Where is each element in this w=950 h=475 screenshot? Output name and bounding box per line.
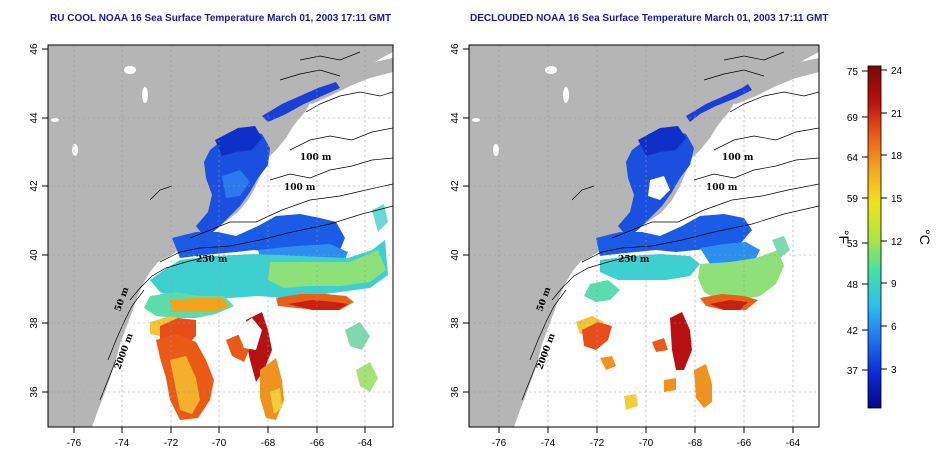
colorbar-f-tick: 69	[847, 113, 859, 124]
left-bathymetry-contours	[99, 51, 393, 401]
colorbar-f-tick: 37	[847, 366, 859, 377]
right-lake	[545, 66, 557, 74]
colorbar-f-tick: 53	[847, 239, 859, 250]
left-map-title: RU COOL NOAA 16 Sea Surface Temperature …	[50, 13, 392, 24]
celsius-axis-label: °C	[917, 229, 933, 245]
right-lat-tick: 46	[450, 43, 461, 55]
right-grid	[469, 45, 819, 427]
left-contour-label-250m: 250 m	[196, 255, 228, 265]
right-lat-tick: 36	[450, 386, 461, 398]
left-lake	[51, 118, 59, 122]
left-lon-tick: -66	[310, 438, 325, 449]
colorbar-c-tick: 6	[891, 322, 897, 333]
right-lat-tick: 42	[450, 180, 461, 192]
right-sst-map: 100 m 100 m 250 m 50 m 2000 m	[450, 43, 820, 449]
left-lon-tick: -72	[164, 438, 179, 449]
left-lon-tick: -70	[212, 438, 227, 449]
colorbar-gradient	[867, 65, 882, 409]
colorbar-f-tick: 75	[847, 67, 859, 78]
left-lat-tick: 36	[29, 386, 40, 398]
left-lake	[124, 66, 136, 74]
right-lon-tick: -68	[688, 438, 703, 449]
right-contour-label-250m: 250 m	[618, 255, 650, 265]
right-lat-tick: 44	[450, 112, 461, 124]
right-lake	[493, 144, 499, 156]
right-lon-tick: -64	[786, 438, 801, 449]
right-nova-scotia	[724, 58, 819, 104]
right-lon-tick: -72	[590, 438, 605, 449]
colorbar-c-tick: 3	[891, 365, 897, 376]
left-lon-tick: -76	[67, 438, 82, 449]
colorbar-c-tick: 15	[891, 194, 903, 205]
right-lon-tick: -66	[737, 438, 752, 449]
fahrenheit-axis-label: °F	[836, 230, 852, 244]
left-grid	[48, 44, 393, 427]
colorbar-f-tick: 59	[847, 194, 859, 205]
left-lon-tick: -68	[261, 438, 276, 449]
colorbar-c-tick: 9	[891, 279, 897, 290]
colorbar-f-tick: 64	[847, 153, 859, 164]
left-lat-tick: 44	[29, 112, 40, 124]
left-map-frame	[47, 44, 394, 428]
left-axis-ticks	[42, 48, 366, 433]
colorbar-c-tick: 12	[891, 237, 903, 248]
right-map-title: DECLOUDED NOAA 16 Sea Surface Temperatur…	[470, 13, 829, 24]
right-axis-ticks	[463, 48, 794, 433]
left-lat-tick: 38	[29, 317, 40, 329]
colorbar-f-tick: 48	[847, 280, 859, 291]
left-lake	[142, 87, 148, 103]
left-contour-label-100m-b: 100 m	[284, 183, 316, 193]
colorbar-f-tick: 42	[847, 326, 859, 337]
right-lon-tick: -74	[541, 438, 556, 449]
left-lat-tick: 42	[29, 180, 40, 192]
temperature-colorbar: 75 69 64 59 53 48 42 37 24 21 18 15 12 9…	[836, 65, 933, 409]
colorbar-c-tick: 21	[891, 109, 903, 120]
right-lat-tick: 40	[450, 249, 461, 261]
left-lon-tick: -74	[115, 438, 130, 449]
right-lake	[563, 87, 569, 103]
left-lat-tick: 40	[29, 249, 40, 261]
right-lat-tick: 38	[450, 317, 461, 329]
right-land-mass	[469, 45, 819, 427]
right-lon-tick: -76	[492, 438, 507, 449]
right-lake	[472, 118, 480, 122]
right-contour-label-100m-a: 100 m	[722, 153, 754, 163]
right-bathymetry-contours	[521, 51, 819, 401]
left-lon-tick: -64	[358, 438, 373, 449]
colorbar-c-tick: 24	[891, 66, 903, 77]
right-lon-tick: -70	[639, 438, 654, 449]
right-map-frame	[468, 44, 820, 428]
colorbar-c-tick: 18	[891, 151, 903, 162]
left-land-mass	[48, 45, 393, 427]
left-contour-label-100m-a: 100 m	[300, 153, 332, 163]
left-lat-tick: 46	[29, 43, 40, 55]
right-contour-label-100m-b: 100 m	[706, 183, 738, 193]
colorbar-ticks	[862, 69, 887, 371]
left-sst-map: 100 m 100 m 250 m 50 m 2000 m	[29, 43, 394, 449]
left-lake	[72, 144, 78, 156]
